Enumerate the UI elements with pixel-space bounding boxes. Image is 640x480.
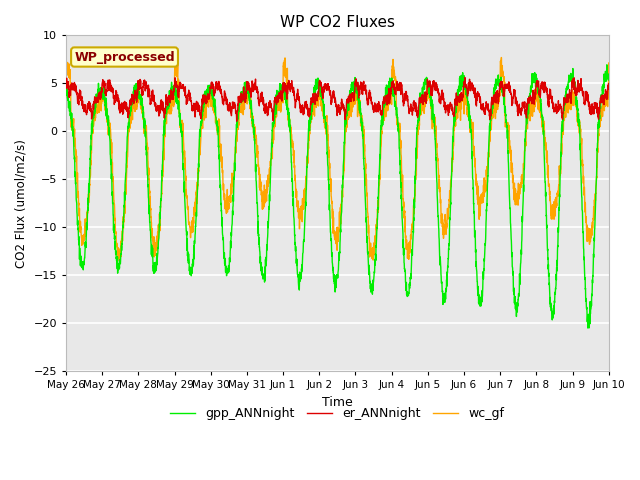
gpp_ANNnight <box>62 88 70 94</box>
wc_gf <box>294 200 301 205</box>
Y-axis label: CO2 Flux (umol/m2/s): CO2 Flux (umol/m2/s) <box>15 139 28 268</box>
er_ANNnight <box>124 115 132 120</box>
Line: er_ANNnight: er_ANNnight <box>66 77 609 121</box>
wc_gf <box>271 115 278 121</box>
wc_gf <box>115 258 123 264</box>
gpp_ANNnight <box>124 123 132 129</box>
X-axis label: Time: Time <box>322 396 353 408</box>
Line: wc_gf: wc_gf <box>66 58 609 261</box>
wc_gf <box>497 55 505 60</box>
er_ANNnight <box>595 112 602 118</box>
gpp_ANNnight <box>603 62 611 68</box>
gpp_ANNnight <box>270 117 278 123</box>
er_ANNnight <box>294 96 301 102</box>
gpp_ANNnight <box>595 125 602 131</box>
gpp_ANNnight <box>536 93 543 98</box>
gpp_ANNnight <box>294 272 301 277</box>
Text: WP_processed: WP_processed <box>74 50 175 63</box>
er_ANNnight <box>233 119 241 124</box>
gpp_ANNnight <box>584 325 592 331</box>
er_ANNnight <box>156 103 164 108</box>
Legend: gpp_ANNnight, er_ANNnight, wc_gf: gpp_ANNnight, er_ANNnight, wc_gf <box>166 402 509 425</box>
wc_gf <box>536 97 544 103</box>
wc_gf <box>124 137 132 143</box>
er_ANNnight <box>62 85 70 91</box>
er_ANNnight <box>271 97 278 103</box>
Title: WP CO2 Fluxes: WP CO2 Fluxes <box>280 15 395 30</box>
gpp_ANNnight <box>605 74 612 80</box>
Line: gpp_ANNnight: gpp_ANNnight <box>66 65 609 328</box>
wc_gf <box>157 209 164 215</box>
er_ANNnight <box>536 91 544 96</box>
wc_gf <box>62 69 70 75</box>
wc_gf <box>605 60 612 66</box>
er_ANNnight <box>461 74 468 80</box>
er_ANNnight <box>605 84 612 89</box>
wc_gf <box>595 137 602 143</box>
gpp_ANNnight <box>156 216 164 221</box>
